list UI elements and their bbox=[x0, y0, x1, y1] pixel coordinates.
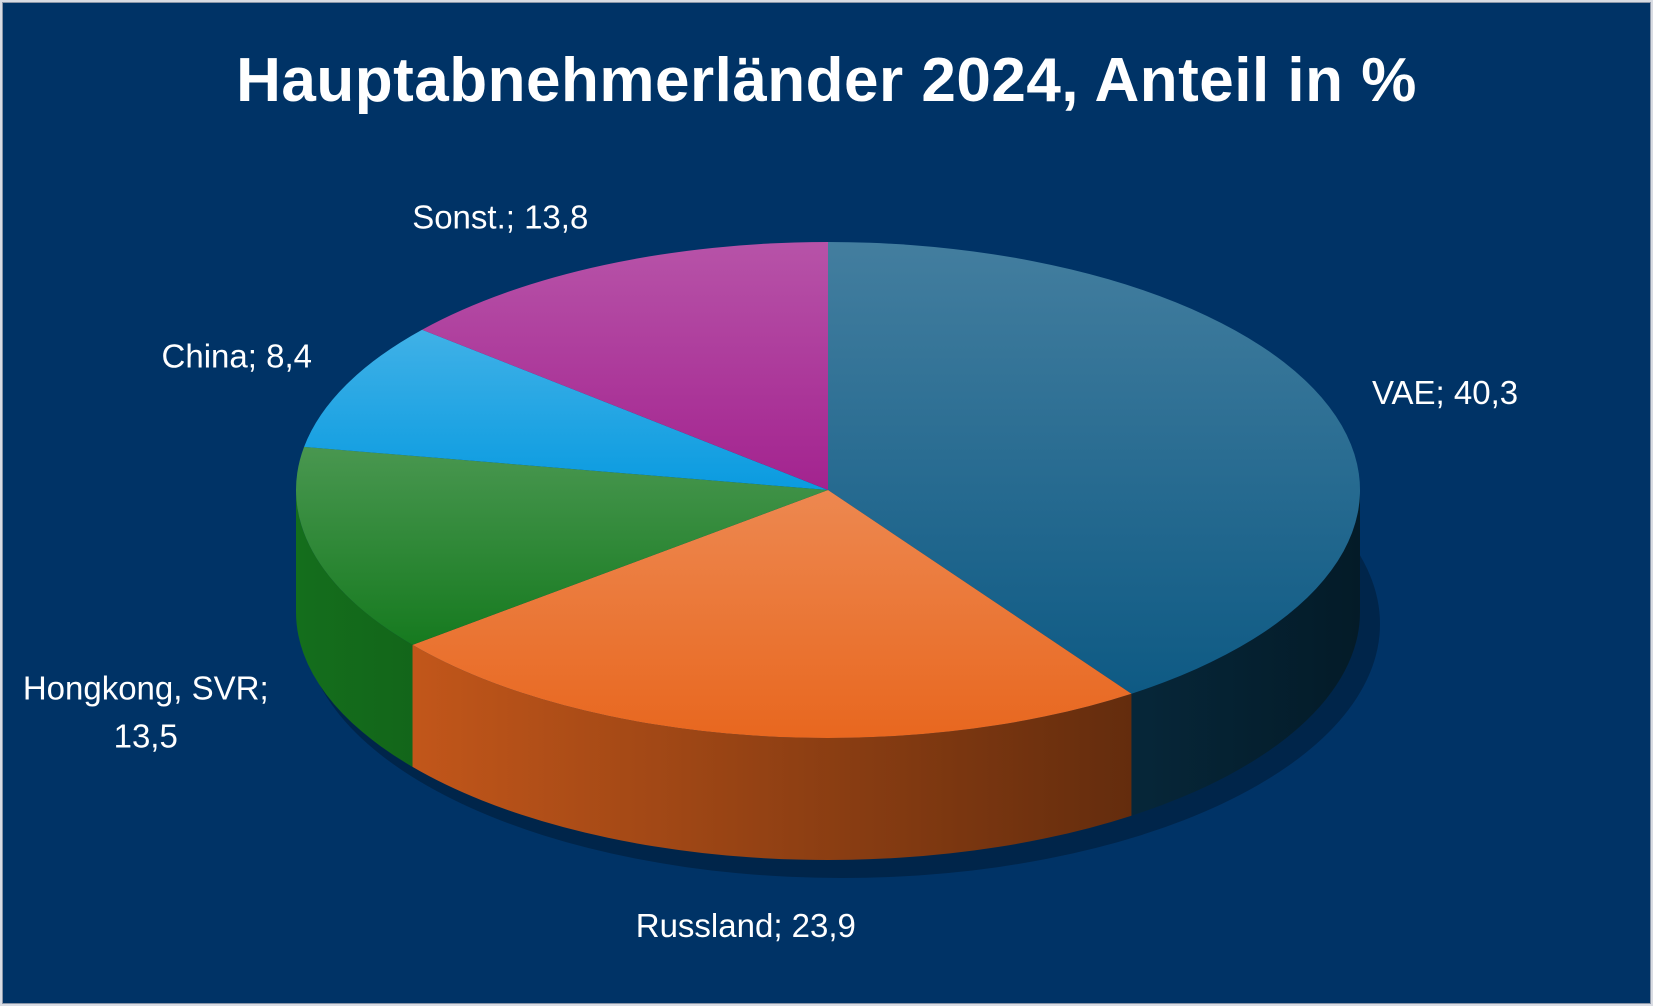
chart-title: Hauptabnehmerländer 2024, Anteil in % bbox=[236, 46, 1417, 115]
pie-label-vae: VAE; 40,3 bbox=[1372, 374, 1518, 411]
pie-side-hongkong-svr bbox=[296, 490, 413, 767]
pie-slice-vae bbox=[828, 242, 1360, 694]
pie-slice-hongkong-svr bbox=[295, 446, 828, 645]
pie-label-hongkong-svr: Hongkong, SVR; 13,5 bbox=[23, 669, 269, 754]
pie-side-vae bbox=[1131, 490, 1360, 816]
pie-slice-russland bbox=[412, 490, 1132, 738]
pie-slice-china bbox=[304, 329, 828, 490]
pie-label-russland: Russland; 23,9 bbox=[636, 907, 856, 944]
pie-label-sonst: Sonst.; 13,8 bbox=[412, 199, 588, 236]
pie-chart: VAE; 40,3 Russland; 23,9 Hongkong, SVR; 13,… bbox=[23, 199, 1518, 944]
pie-side-russland bbox=[412, 644, 1132, 860]
pie-label-china: China; 8,4 bbox=[162, 338, 312, 375]
pie-slice-sonst bbox=[422, 242, 828, 490]
